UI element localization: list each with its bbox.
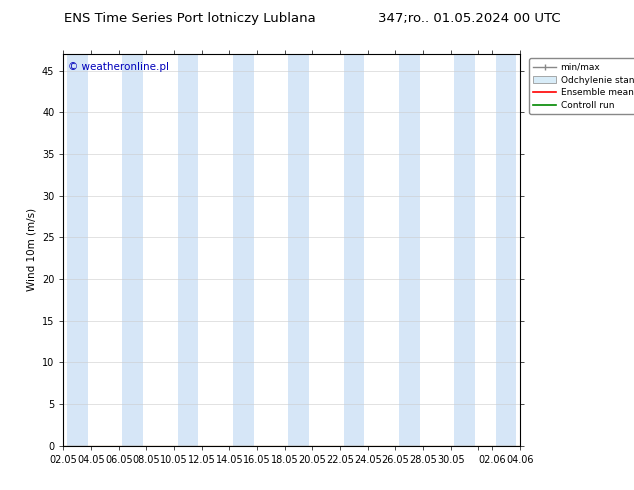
- Bar: [344, 54, 365, 446]
- Y-axis label: Wind 10m (m/s): Wind 10m (m/s): [27, 208, 36, 292]
- Text: 347;ro.. 01.05.2024 00 UTC: 347;ro.. 01.05.2024 00 UTC: [378, 12, 560, 25]
- Bar: [178, 54, 198, 446]
- Bar: [454, 54, 475, 446]
- Bar: [399, 54, 420, 446]
- Bar: [288, 54, 309, 446]
- Legend: min/max, Odchylenie standardowe, Ensemble mean run, Controll run: min/max, Odchylenie standardowe, Ensembl…: [529, 58, 634, 114]
- Bar: [122, 54, 143, 446]
- Text: ENS Time Series Port lotniczy Lublana: ENS Time Series Port lotniczy Lublana: [64, 12, 316, 25]
- Bar: [67, 54, 87, 446]
- Bar: [496, 54, 517, 446]
- Text: © weatheronline.pl: © weatheronline.pl: [68, 62, 169, 72]
- Bar: [233, 54, 254, 446]
